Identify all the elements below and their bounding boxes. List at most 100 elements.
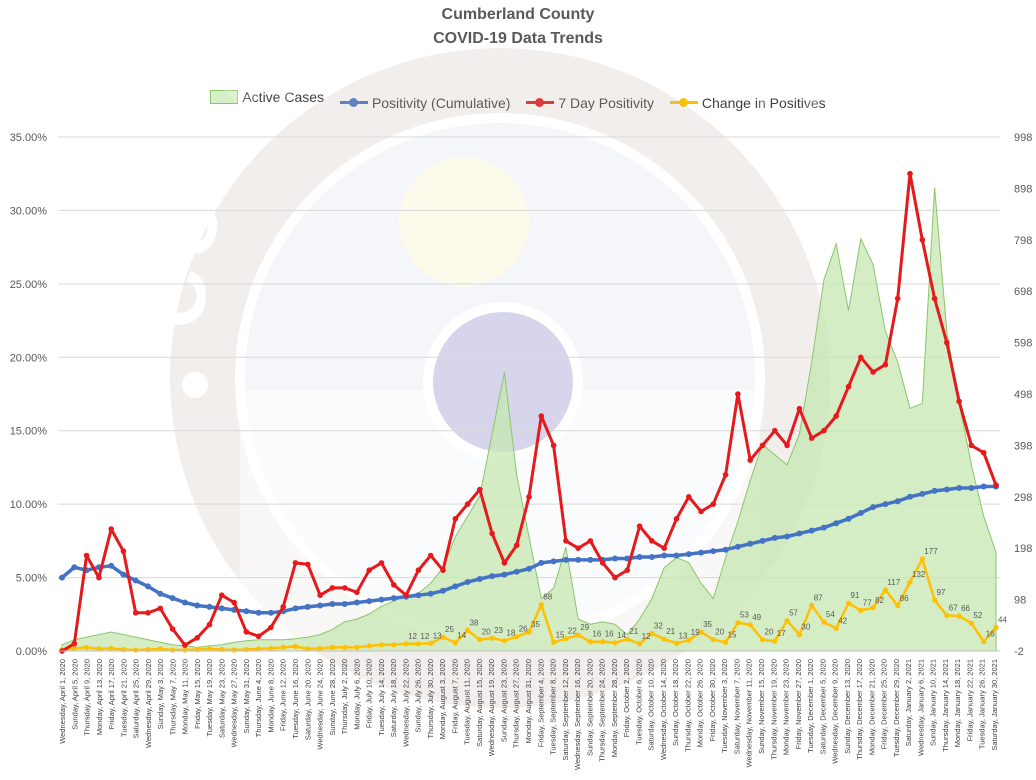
seven-day-positivity-point: [243, 629, 250, 635]
change-in-positives-point: [575, 632, 581, 638]
data-label: 97: [937, 588, 946, 597]
data-label: 14: [617, 631, 626, 640]
data-label: 21: [666, 627, 675, 636]
chart-subtitle: COVID-19 Data Trends: [433, 30, 603, 47]
x-tick-label: Tuesday, December 29, 2020: [892, 659, 901, 757]
data-label: 38: [470, 618, 479, 627]
x-tick-label: Thursday, December 17, 2020: [855, 659, 864, 760]
legend-label: Positivity (Cumulative): [372, 95, 510, 111]
y-left-tick-label: 0.00%: [16, 646, 47, 658]
data-label: 12: [408, 632, 417, 641]
change-in-positives-point: [673, 640, 680, 646]
y-left-tick-label: 15.00%: [10, 426, 48, 438]
data-label: 15: [556, 630, 565, 639]
seven-day-positivity-point: [833, 413, 839, 419]
positivity-cumulative-point: [636, 554, 643, 560]
y-right-tick-label: 398: [1014, 440, 1032, 452]
positivity-cumulative-point: [931, 487, 938, 494]
chart-title: Cumberland County: [441, 6, 595, 23]
positivity-cumulative-point: [427, 590, 434, 597]
change-in-positives-point: [268, 645, 274, 652]
x-tick-label: Sunday, November 15, 2020: [757, 659, 766, 754]
seven-day-positivity-point: [169, 626, 176, 632]
change-in-positives-point: [907, 579, 913, 585]
data-label: 25: [445, 625, 454, 634]
change-in-positives-point: [231, 647, 237, 653]
seven-day-positivity-point: [661, 545, 667, 551]
legend-swatch-line: [339, 98, 368, 107]
positivity-cumulative-point: [181, 599, 188, 606]
seven-day-positivity-point: [624, 567, 631, 573]
data-label: 16: [605, 630, 614, 639]
change-in-positives-point: [919, 556, 925, 562]
positivity-cumulative-point: [513, 568, 520, 575]
seven-day-positivity-point: [317, 592, 323, 598]
data-label: 30: [801, 623, 810, 632]
x-tick-label: Wednesday, October 14, 2020: [659, 659, 668, 760]
seven-day-positivity-point: [563, 538, 569, 544]
seven-day-positivity-point: [686, 494, 692, 500]
legend-item-active-cases: Active Cases: [210, 89, 324, 105]
seven-day-positivity-point: [698, 508, 704, 515]
x-tick-label: Saturday, September 12, 2020: [561, 659, 570, 761]
change-in-positives-point: [133, 647, 139, 653]
positivity-cumulative-point: [71, 564, 78, 571]
positivity-cumulative-point: [612, 555, 618, 562]
change-in-positives-point: [698, 629, 704, 635]
x-tick-label: Monday, August 31, 2020: [524, 659, 533, 744]
seven-day-positivity-point: [329, 585, 336, 591]
x-tick-label: Tuesday, April 21, 2020: [119, 659, 128, 737]
x-tick-label: Sunday, October 18, 2020: [671, 659, 680, 746]
positivity-cumulative-point: [919, 490, 926, 497]
positivity-cumulative-point: [415, 592, 422, 599]
positivity-cumulative-point: [489, 573, 496, 580]
seven-day-positivity-point: [219, 592, 225, 598]
positivity-cumulative-point: [968, 485, 975, 491]
x-tick-label: Wednesday, November 11, 2020: [745, 659, 754, 767]
change-in-positives-point: [944, 612, 950, 619]
positivity-cumulative-point: [808, 527, 815, 534]
positivity-cumulative-point: [526, 565, 532, 572]
data-label: 16: [592, 630, 601, 639]
x-tick-label: Monday, October 26, 2020: [696, 659, 705, 747]
seven-day-positivity-point: [255, 633, 262, 640]
data-label: 52: [973, 611, 982, 620]
positivity-cumulative-point: [194, 602, 201, 609]
seven-day-positivity-point: [427, 552, 434, 559]
data-label: 57: [789, 609, 798, 618]
positivity-cumulative-point: [329, 601, 336, 607]
positivity-cumulative-point: [292, 605, 299, 612]
x-tick-label: Friday, December 25, 2020: [880, 659, 889, 749]
positivity-cumulative-point: [857, 510, 864, 516]
change-in-positives-point: [526, 629, 532, 635]
seven-day-positivity-point: [907, 170, 913, 177]
y-right-tick-label: 498: [1014, 389, 1032, 401]
seven-day-positivity-point: [968, 442, 975, 449]
seven-day-positivity-point: [403, 592, 409, 598]
x-tick-label: Wednesday, April 1, 2020: [58, 659, 67, 744]
data-label: 13: [679, 631, 688, 640]
change-in-positives-point: [858, 607, 864, 614]
seven-day-positivity-point: [944, 339, 950, 346]
seven-day-positivity-point: [120, 548, 127, 554]
change-in-positives-point: [206, 646, 213, 652]
change-in-positives-point: [170, 647, 176, 653]
x-tick-label: Friday, January 22, 2021: [966, 659, 975, 741]
positivity-cumulative-point: [206, 603, 213, 610]
change-in-positives-point: [538, 602, 544, 608]
seven-day-positivity-point: [194, 635, 200, 641]
legend-label: 7 Day Positivity: [558, 95, 654, 111]
legend-swatch-line: [526, 98, 555, 107]
seven-day-positivity-point: [182, 642, 188, 648]
x-tick-label: Tuesday, November 3, 2020: [720, 659, 729, 753]
y-left-tick-label: 20.00%: [10, 352, 48, 364]
change-in-positives-point: [968, 620, 975, 626]
seven-day-positivity-point: [722, 472, 729, 478]
seven-day-positivity-point: [919, 237, 926, 243]
change-in-positives-point: [84, 644, 90, 651]
x-tick-label: Monday, April 13, 2020: [95, 659, 104, 735]
legend: Active Cases Positivity (Cumulative) 7 D…: [0, 89, 1036, 111]
change-in-positives-point: [587, 639, 594, 645]
positivity-cumulative-point: [956, 485, 963, 491]
